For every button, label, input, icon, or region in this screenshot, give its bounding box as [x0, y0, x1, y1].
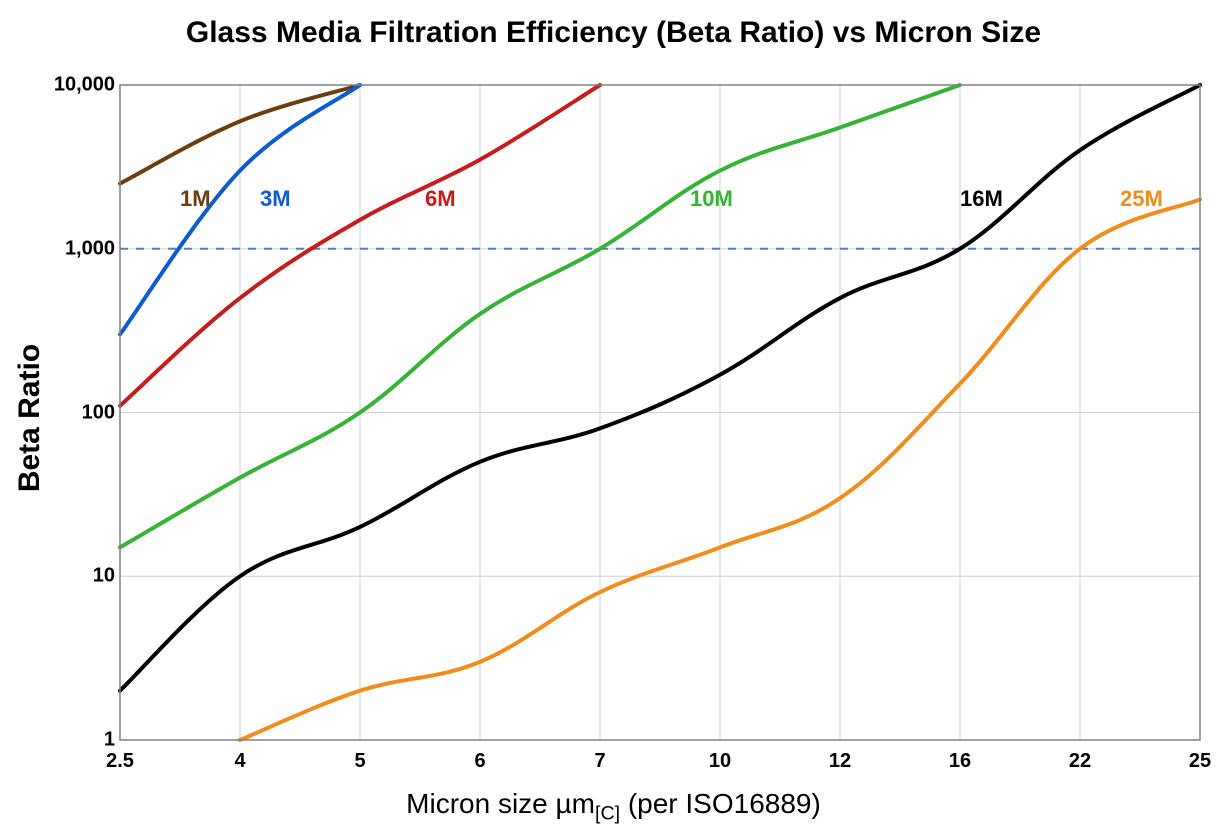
series-label-1M: 1M [180, 186, 211, 212]
series-line-10M [120, 85, 960, 547]
series-label-6M: 6M [425, 186, 456, 212]
chart-plot [0, 0, 1227, 836]
chart-container: Glass Media Filtration Efficiency (Beta … [0, 0, 1227, 836]
y-tick-label: 100 [82, 401, 115, 424]
y-tick-label: 1,000 [65, 237, 115, 260]
y-tick-label: 1 [104, 729, 115, 752]
series-line-16M [120, 85, 1200, 691]
x-tick-label: 5 [354, 750, 365, 773]
x-tick-label: 6 [474, 750, 485, 773]
series-label-25M: 25M [1120, 186, 1163, 212]
x-axis-label-main: Micron size µm [406, 788, 595, 819]
x-tick-label: 4 [234, 750, 245, 773]
x-axis-label-sub: [C] [595, 803, 620, 825]
x-tick-label: 12 [829, 750, 851, 773]
series-label-3M: 3M [260, 186, 291, 212]
series-label-10M: 10M [690, 186, 733, 212]
x-tick-label: 10 [709, 750, 731, 773]
x-tick-label: 16 [949, 750, 971, 773]
x-axis-label-suffix: (per ISO16889) [620, 788, 821, 819]
x-axis-label: Micron size µm[C] (per ISO16889) [0, 788, 1227, 826]
y-tick-label: 10 [93, 565, 115, 588]
x-tick-label: 2.5 [106, 750, 134, 773]
x-tick-label: 22 [1069, 750, 1091, 773]
x-tick-label: 7 [594, 750, 605, 773]
x-tick-label: 25 [1189, 750, 1211, 773]
y-tick-label: 10,000 [54, 74, 115, 97]
series-label-16M: 16M [960, 186, 1003, 212]
